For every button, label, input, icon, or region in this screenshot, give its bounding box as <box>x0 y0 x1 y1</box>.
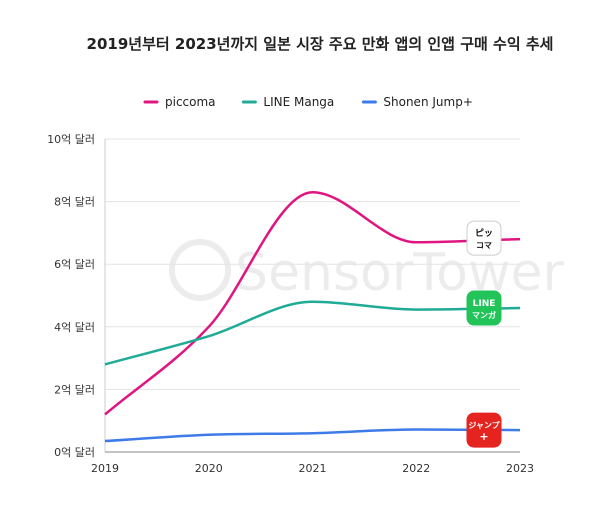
series-line-piccoma <box>104 190 521 416</box>
y-tick-label: 0억 달러 <box>54 446 95 459</box>
watermark-text: SensorTower <box>235 243 565 303</box>
series-line-line-manga <box>104 300 521 366</box>
logo-text: コマ <box>476 241 492 250</box>
y-tick-label: 6억 달러 <box>54 258 95 271</box>
legend-label: Shonen Jump+ <box>383 95 472 109</box>
logo-bg <box>466 412 502 448</box>
legend-label: LINE Manga <box>263 95 334 109</box>
app-logo: ジャンプ+ <box>466 412 502 448</box>
y-tick-label: 2억 달러 <box>54 383 95 396</box>
legend: piccoma LINE Manga Shonen Jump+ <box>143 95 473 109</box>
chart-title: 2019년부터 2023년까지 일본 시장 주요 만화 앱의 인앱 구매 수익 … <box>87 35 554 53</box>
y-tick-label: 10억 달러 <box>47 133 95 146</box>
x-tick-label: 2021 <box>299 462 327 475</box>
logo-text: LINE <box>473 299 496 309</box>
logo-bg <box>466 290 502 326</box>
logo-bg <box>466 220 502 256</box>
legend-label: piccoma <box>165 95 216 109</box>
y-tick-label: 8억 달러 <box>54 196 95 209</box>
grid: 0억 달러 2억 달러 4억 달러 6억 달러 8억 달러 10억 달러 2019 2020 2… <box>47 133 534 475</box>
logo-text: ピッ <box>475 227 493 239</box>
x-tick-label: 2023 <box>506 462 534 475</box>
series-line-shonen-jump- <box>104 428 521 443</box>
logo-text: ジャンプ <box>468 420 500 430</box>
x-tick-label: 2022 <box>402 462 430 475</box>
logo-text: + <box>479 430 488 443</box>
series-lines <box>104 190 521 443</box>
watermark: SensorTower <box>169 239 565 303</box>
y-tick-label: 4억 달러 <box>54 321 95 334</box>
x-tick-label: 2019 <box>91 462 119 475</box>
x-tick-label: 2020 <box>195 462 223 475</box>
logo-text: マンガ <box>472 310 496 320</box>
